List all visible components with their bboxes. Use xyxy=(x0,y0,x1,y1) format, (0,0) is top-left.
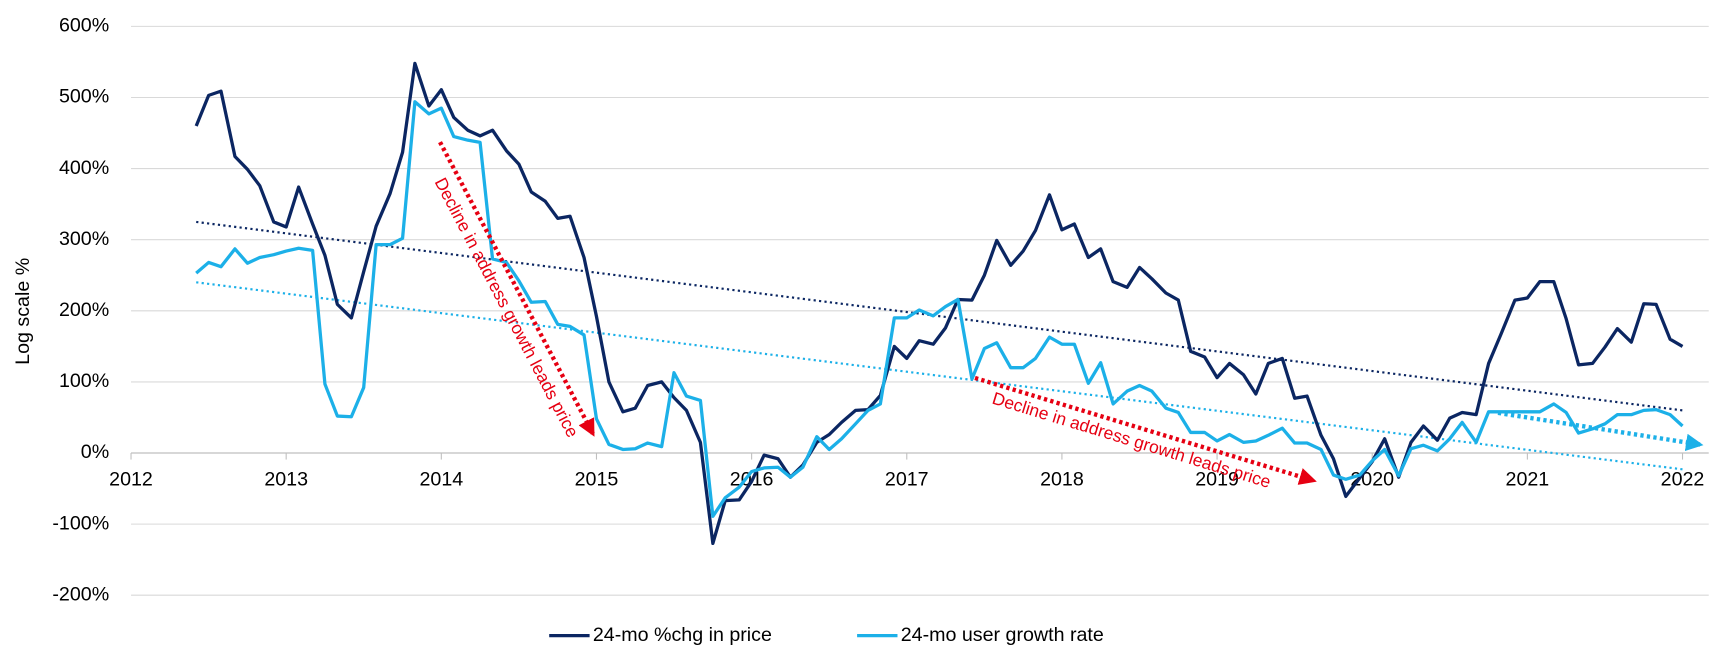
legend-label: 24-mo %chg in price xyxy=(593,624,772,646)
x-tick-label: 2018 xyxy=(1040,469,1084,491)
legend-label: 24-mo user growth rate xyxy=(901,624,1104,646)
y-tick-label: 600% xyxy=(59,15,109,37)
trend-arrow xyxy=(1497,410,1704,452)
annotation-arrow xyxy=(974,375,1317,485)
y-tick-label: 400% xyxy=(59,157,109,179)
x-tick-label: 2013 xyxy=(264,469,308,491)
x-tick-label: 2021 xyxy=(1506,469,1550,491)
x-tick-label: 2015 xyxy=(575,469,619,491)
trendline xyxy=(196,220,1683,412)
y-tick-label: 300% xyxy=(59,228,109,250)
y-tick-label: -200% xyxy=(52,583,109,605)
annotation: Decline in address growth leads price xyxy=(990,388,1273,492)
series-line xyxy=(194,61,1684,546)
y-tick-label: 200% xyxy=(59,299,109,321)
y-tick-label: -100% xyxy=(52,512,109,534)
trendline xyxy=(196,281,1683,471)
annotation-arrow xyxy=(438,141,595,437)
x-tick-label: 2014 xyxy=(419,469,463,491)
x-tick-label: 2019 xyxy=(1195,469,1239,491)
series-line xyxy=(195,100,1684,518)
annotation: Decline in address growth leads price xyxy=(431,174,583,440)
y-tick-label: 0% xyxy=(81,441,109,463)
y-tick-label: 500% xyxy=(59,86,109,108)
x-tick-label: 2017 xyxy=(885,469,929,491)
y-axis-title: Log scale % xyxy=(12,258,34,365)
y-tick-label: 100% xyxy=(59,370,109,392)
x-tick-label: 2012 xyxy=(109,469,153,491)
x-tick-label: 2022 xyxy=(1661,469,1705,491)
